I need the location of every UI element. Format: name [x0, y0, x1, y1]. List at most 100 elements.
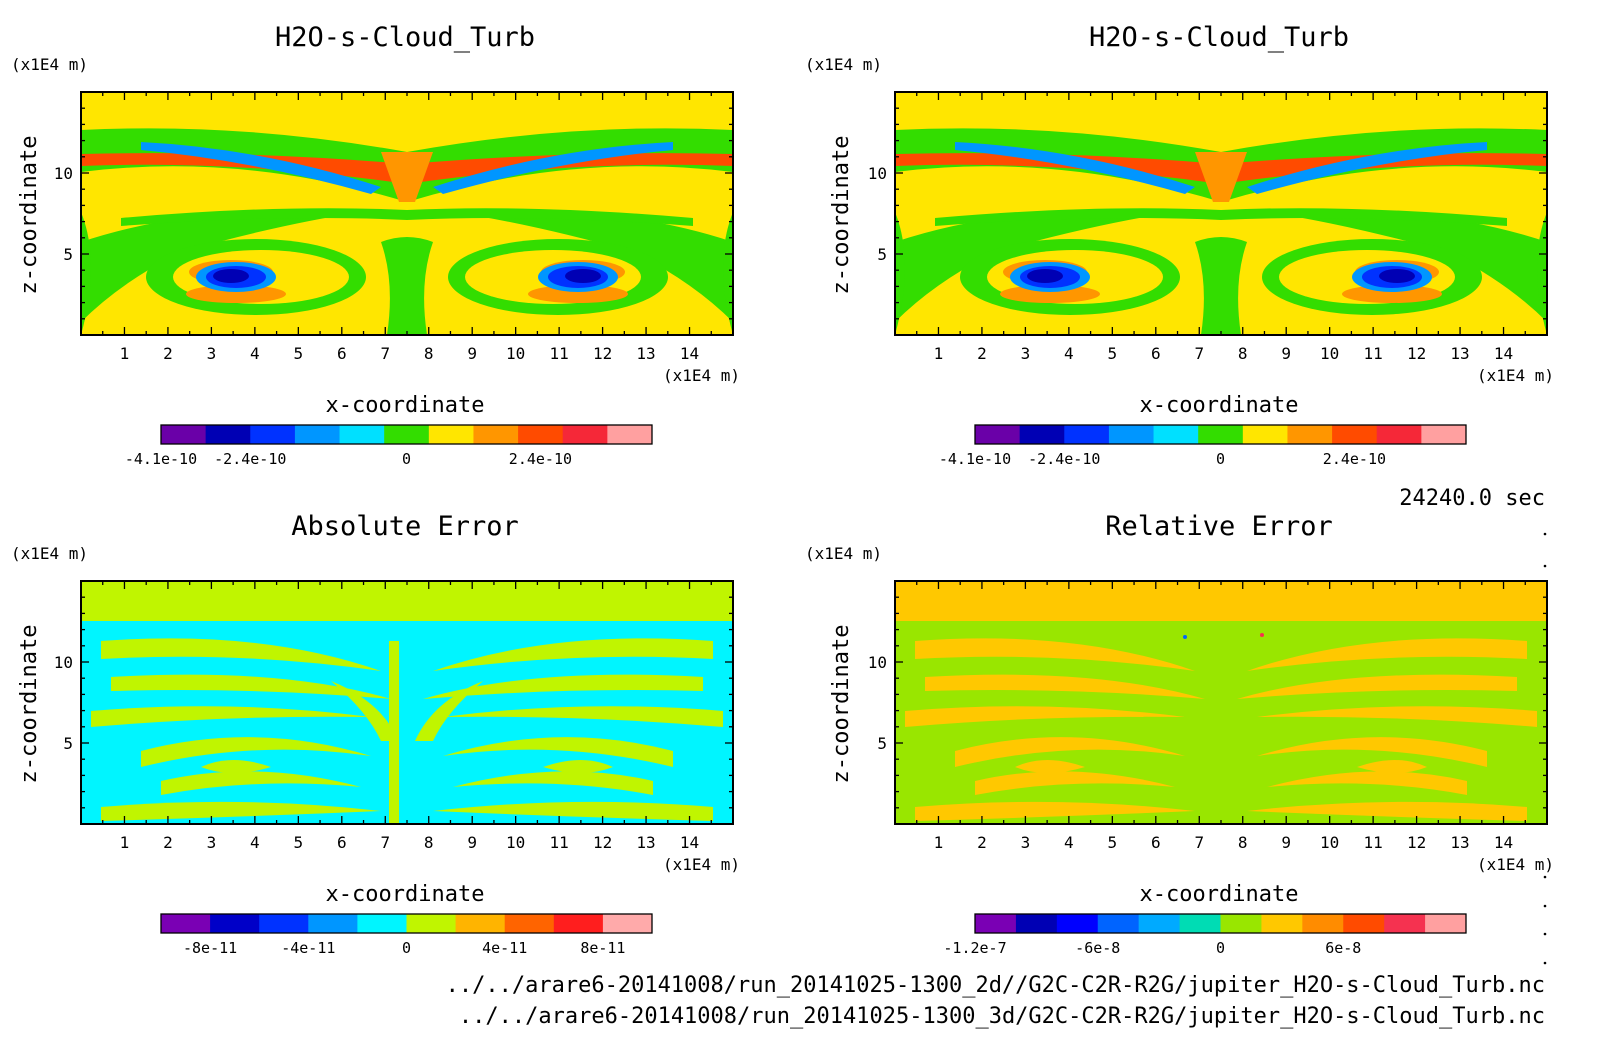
time-label: 24240.0 sec: [1399, 486, 1545, 511]
colorbar-frame: [160, 913, 653, 934]
x-tick-label: 7: [380, 344, 390, 363]
colorbar-swatch: [518, 425, 564, 444]
x-tick-label: 1: [934, 833, 944, 852]
panel-absolute-error: Absolute Error (x1E4 m) 1 2 3 4 5 6 7 8 9 10 11 12 1…: [11, 511, 740, 957]
plot-area: [80, 91, 734, 336]
x-tick-label: 13: [636, 344, 655, 363]
colorbar-swatch: [1302, 914, 1344, 933]
colorbar-swatch: [428, 425, 474, 444]
x-tick-label: 14: [1494, 344, 1513, 363]
y-tick-label: 5: [877, 245, 887, 264]
colorbar-swatch: [1153, 425, 1199, 444]
colorbar-swatch: [384, 425, 430, 444]
x-tick-label: 10: [1320, 833, 1339, 852]
colorbar-swatch: [294, 425, 341, 444]
x-tick-label: 3: [207, 344, 217, 363]
x-tick-label: 13: [1450, 833, 1469, 852]
x-tick-label: 5: [1108, 344, 1118, 363]
x-tick-label: 6: [1151, 833, 1161, 852]
colorbar-swatch: [1198, 425, 1244, 444]
colorbar-tick-label: -4.1e-10: [939, 450, 1011, 468]
colorbar: -4.1e-10 -2.4e-10 0 2.4e-10: [939, 424, 1467, 468]
colorbar-swatch: [339, 425, 385, 444]
colorbar-tick-label: 0: [402, 939, 411, 957]
x-tick-label: 8: [424, 344, 434, 363]
x-tick-labels: 1 2 3 4 5 6 7 8 9 10 11 12 13 14: [80, 581, 734, 852]
plot-area: [80, 580, 734, 825]
panel-title: Absolute Error: [291, 511, 519, 542]
colorbar-frame: [160, 424, 653, 445]
contour-field: [895, 92, 1547, 335]
colorbar-swatch: [1376, 425, 1422, 444]
x-axis-label: x-coordinate: [326, 882, 485, 907]
y-tick-label: 5: [63, 734, 73, 753]
x-tick-label: 1: [934, 344, 944, 363]
colorbar-swatch: [562, 425, 608, 444]
colorbar-swatch: [1384, 914, 1426, 933]
x-tick-label: 10: [506, 344, 525, 363]
x-tick-label: 13: [1450, 344, 1469, 363]
colorbar-swatch: [259, 914, 309, 933]
colorbar-tick-label: -2.4e-10: [214, 450, 286, 468]
colorbar: -4.1e-10 -2.4e-10 0 2.4e-10: [125, 424, 653, 468]
x-tick-label: 5: [1108, 833, 1118, 852]
colorbar-swatch: [250, 425, 296, 444]
x-tick-label: 7: [380, 833, 390, 852]
contour-field: [81, 581, 733, 824]
colorbar-swatch: [1242, 425, 1288, 444]
colorbar-tick-label: -6e-8: [1075, 939, 1120, 957]
x-tick-label: 2: [163, 344, 173, 363]
x-tick-label: 6: [337, 344, 347, 363]
x-tick-label: 7: [1194, 344, 1204, 363]
panel-title: H2O-s-Cloud_Turb: [1089, 22, 1349, 53]
colorbar-tick-label: 0: [1216, 939, 1225, 957]
colorbar-swatch: [161, 914, 211, 933]
colorbar-tick-label: 6e-8: [1325, 939, 1361, 957]
colorbar-swatch: [1108, 425, 1155, 444]
panel-cloud-right: H2O-s-Cloud_Turb (x1E4 m) 1 2 3 4 5 6 7 8 9 10 11 1…: [805, 22, 1554, 468]
y-tick-labels: 5 10: [868, 580, 1547, 825]
y-tick-label: 10: [868, 164, 887, 183]
x-tick-label: 7: [1194, 833, 1204, 852]
colorbar-tick-label: 8e-11: [580, 939, 625, 957]
y-tick-labels: 5 10: [868, 91, 1547, 336]
colorbar-swatch: [1064, 425, 1110, 444]
x-tick-label: 6: [337, 833, 347, 852]
file-path-2d: ../../arare6-20141008/run_20141025-1300_…: [446, 973, 1545, 998]
colorbar-swatch: [975, 425, 1021, 444]
y-tick-labels: 5 10: [54, 580, 733, 825]
colorbar-tick-label: -1.2e-7: [943, 939, 1006, 957]
x-tick-label: 2: [977, 344, 987, 363]
x-tick-label: 2: [977, 833, 987, 852]
x-axis-label: x-coordinate: [1140, 393, 1299, 418]
colorbar-swatch: [308, 914, 358, 933]
colorbar-swatch: [161, 425, 207, 444]
x-tick-label: 14: [680, 833, 699, 852]
x-unit-label: (x1E4 m): [1477, 366, 1554, 385]
x-tick-label: 9: [1281, 344, 1291, 363]
y-tick-label: 10: [54, 164, 73, 183]
x-tick-label: 12: [1407, 833, 1426, 852]
contour-field: [81, 92, 733, 335]
colorbar-tick-label: -8e-11: [183, 939, 237, 957]
x-tick-label: 5: [294, 344, 304, 363]
colorbar-swatch: [1179, 914, 1221, 933]
x-unit-label: (x1E4 m): [663, 855, 740, 874]
y-unit-label: (x1E4 m): [11, 544, 88, 563]
x-tick-label: 12: [593, 833, 612, 852]
plot-area: [894, 580, 1548, 825]
y-unit-label: (x1E4 m): [805, 55, 882, 74]
x-tick-label: 3: [1021, 833, 1031, 852]
colorbar-swatch: [1097, 914, 1140, 933]
x-tick-label: 2: [163, 833, 173, 852]
x-tick-label: 12: [1407, 344, 1426, 363]
plot-area: [894, 91, 1548, 336]
colorbar-tick-label: -2.4e-10: [1028, 450, 1100, 468]
x-tick-label: 3: [207, 833, 217, 852]
colorbar-swatch: [1019, 425, 1065, 444]
colorbar-tick-label: 0: [1216, 450, 1225, 468]
colorbar-tick-label: 0: [402, 450, 411, 468]
x-tick-label: 11: [550, 344, 569, 363]
colorbar-swatch: [357, 914, 407, 933]
x-tick-label: 13: [636, 833, 655, 852]
